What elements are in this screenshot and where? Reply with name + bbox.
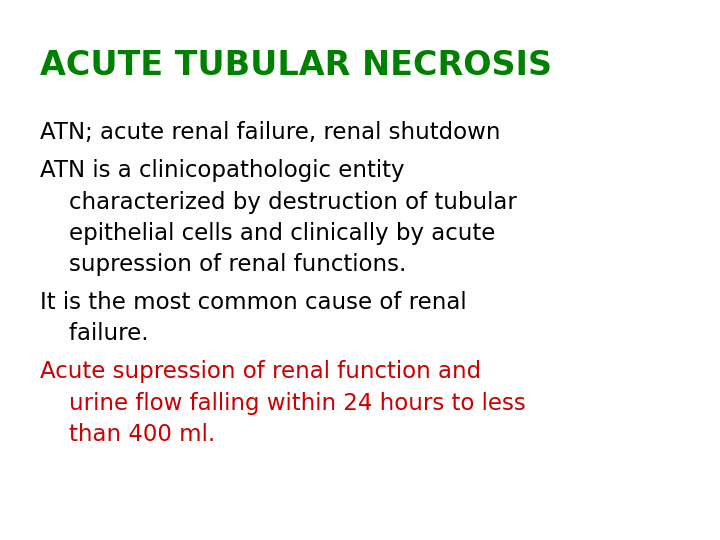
Text: Acute supression of renal function and: Acute supression of renal function and (40, 360, 481, 383)
Text: urine flow falling within 24 hours to less: urine flow falling within 24 hours to le… (40, 392, 526, 415)
Text: supression of renal functions.: supression of renal functions. (40, 253, 406, 276)
Text: epithelial cells and clinically by acute: epithelial cells and clinically by acute (40, 222, 495, 245)
Text: It is the most common cause of renal: It is the most common cause of renal (40, 291, 467, 314)
Text: characterized by destruction of tubular: characterized by destruction of tubular (40, 191, 516, 214)
Text: failure.: failure. (40, 322, 148, 346)
Text: ACUTE TUBULAR NECROSIS: ACUTE TUBULAR NECROSIS (40, 49, 552, 82)
Text: ATN is a clinicopathologic entity: ATN is a clinicopathologic entity (40, 159, 404, 183)
Text: ATN; acute renal failure, renal shutdown: ATN; acute renal failure, renal shutdown (40, 122, 500, 145)
Text: than 400 ml.: than 400 ml. (40, 423, 215, 446)
